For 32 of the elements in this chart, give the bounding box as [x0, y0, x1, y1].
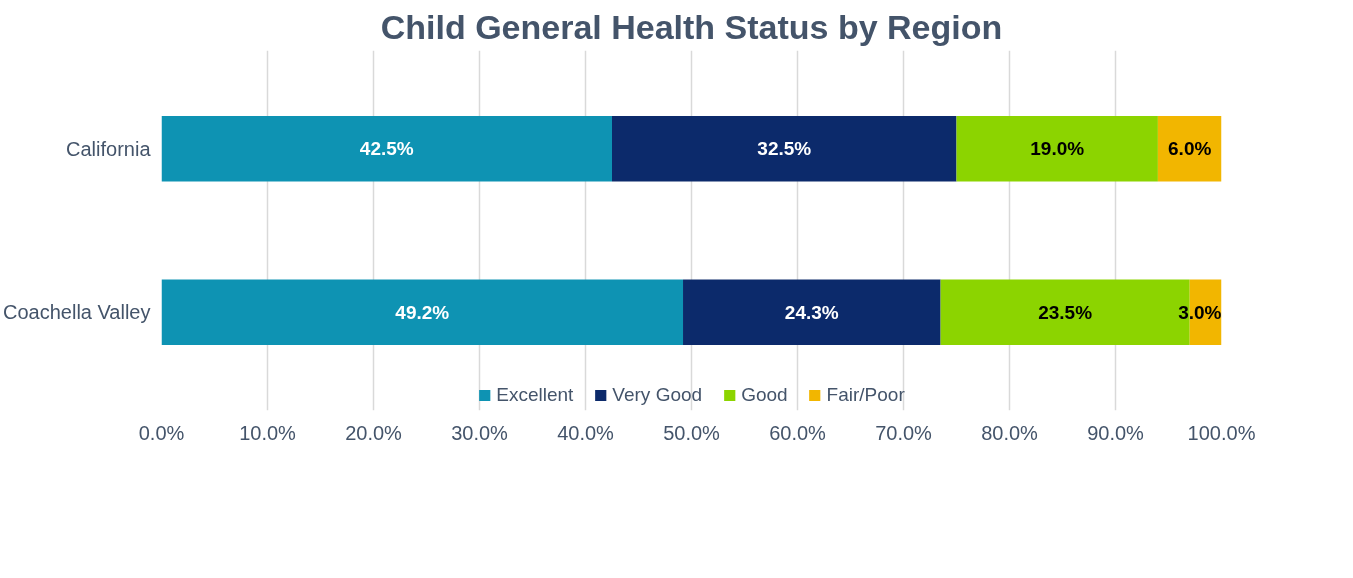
bar — [1157, 115, 1222, 182]
y-tick-label: Coachella Valley — [3, 301, 151, 324]
bar — [612, 115, 957, 182]
x-tick-label: 80.0% — [981, 421, 1039, 444]
legend-label: Excellent — [496, 384, 574, 406]
data-label: 24.3% — [784, 301, 839, 323]
x-tick-label: 50.0% — [663, 421, 721, 444]
data-label: 49.2% — [395, 301, 450, 323]
data-label: 19.0% — [1030, 138, 1085, 160]
bar — [956, 115, 1158, 182]
chart-title: Child General Health Status by Region — [380, 7, 1003, 46]
data-label: 6.0% — [1168, 138, 1212, 160]
y-tick-label: California — [66, 137, 152, 160]
x-tick-label: 90.0% — [1087, 421, 1145, 444]
bar — [161, 115, 612, 182]
x-tick-label: 60.0% — [769, 421, 827, 444]
data-label: 23.5% — [1038, 301, 1093, 323]
x-tick-label: 70.0% — [875, 421, 933, 444]
legend-label: Very Good — [612, 384, 703, 406]
bar — [683, 279, 941, 346]
legend-label: Fair/Poor — [826, 384, 905, 406]
data-label: 3.0% — [1178, 301, 1222, 323]
bar — [161, 279, 684, 346]
data-label: 42.5% — [359, 138, 414, 160]
data-label: 32.5% — [757, 138, 812, 160]
x-tick-label: 0.0% — [138, 421, 185, 444]
x-tick-label: 100.0% — [1187, 421, 1256, 444]
x-tick-label: 10.0% — [239, 421, 297, 444]
x-tick-label: 30.0% — [451, 421, 509, 444]
legend-label: Good — [741, 384, 788, 406]
x-tick-label: 40.0% — [557, 421, 615, 444]
x-tick-label: 20.0% — [345, 421, 403, 444]
